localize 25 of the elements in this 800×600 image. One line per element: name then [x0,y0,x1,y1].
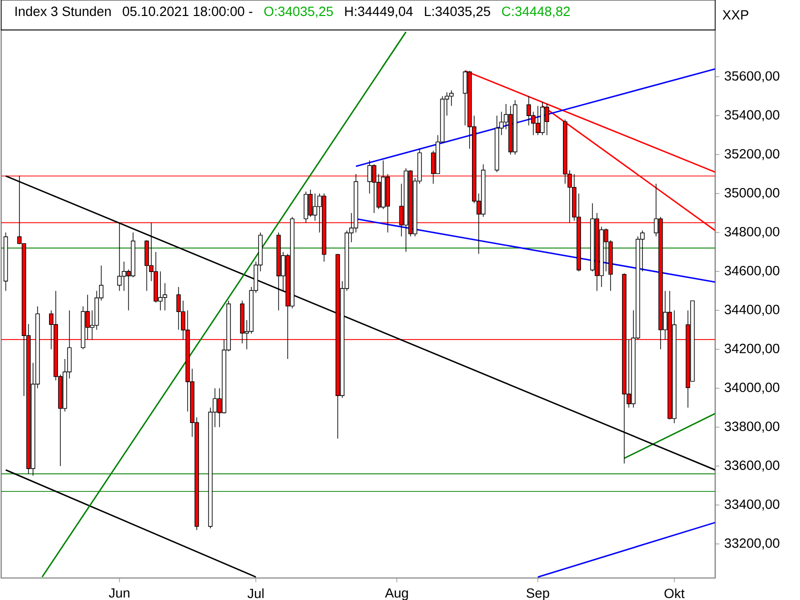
text: 05.10.2021 18:00:00 - [122,6,252,16]
y-tick-label: 35400,00 [724,110,780,122]
y-tick-label: 33600,00 [724,460,780,472]
text: L:34035,25 [424,6,490,18]
y-tick-label: 33800,00 [724,422,780,433]
y-tick-label: 34400,00 [724,304,780,316]
x-tick-label: Okt [664,588,685,598]
text: O:34035,25 [264,6,333,18]
y-tick-label: 35200,00 [724,149,780,160]
text: XXP [722,10,748,20]
y-tick-label: 34000,00 [724,382,780,394]
chart-title: Index 3 Stunden [16,6,111,16]
text: H:34449,04 [345,6,413,18]
x-tick-label: Jul [248,588,264,598]
y-tick-label: 33400,00 [724,499,780,511]
text: C:34448,82 [502,6,570,18]
x-tick-label: Sep [526,588,550,600]
y-tick-label: 34800,00 [724,226,780,238]
y-tick-label: 35000,00 [724,188,780,200]
x-tick-label: Jun [108,588,130,598]
x-tick-label: Aug [385,588,408,600]
y-tick-label: 34200,00 [724,344,780,355]
y-tick-label: 34600,00 [724,266,780,277]
y-tick-label: 33200,00 [724,538,780,550]
y-tick-label: 35600,00 [724,71,780,82]
